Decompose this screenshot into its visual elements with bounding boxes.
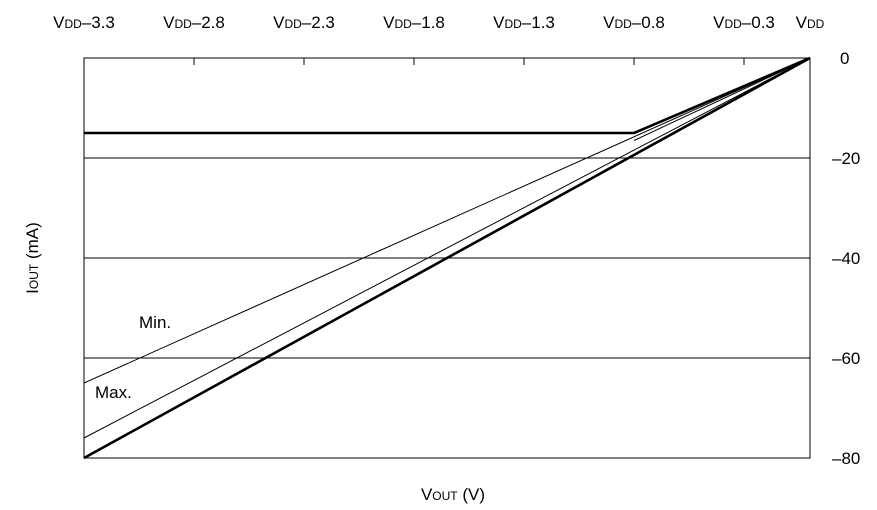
x-tick-label: VDD–0.8 <box>603 13 665 32</box>
x-tick-label: VDD–2.3 <box>273 13 335 32</box>
series-line-4 <box>633 57 811 141</box>
y-tick-label: 0 <box>840 49 849 68</box>
series-line-3 <box>84 56 811 135</box>
series-label: Max. <box>95 383 132 402</box>
y-axis-title: IOUT (mA) <box>23 222 42 294</box>
plot-frame <box>83 57 811 459</box>
y-tick-label: –40 <box>832 249 860 268</box>
x-tick-labels: VDD–3.3 VDD–2.8 VDD–2.3 VDD–1.8 VDD–1.3 VDD–0… <box>53 13 825 32</box>
series-lines <box>83 56 811 460</box>
x-tick-label: VDD–3.3 <box>53 13 115 32</box>
series-label: Min. <box>139 313 171 332</box>
x-tick-label: VDD–1.3 <box>493 13 555 32</box>
series-line-2 <box>83 56 811 460</box>
series-annotations: Min. Max. <box>95 313 171 402</box>
y-tick-labels: 0 –20 –40 –60 –80 <box>832 49 860 468</box>
x-tick-label: VDD–2.8 <box>163 13 225 32</box>
x-tick-label: VDD–0.3 <box>713 13 775 32</box>
x-tick-label: VDD–1.8 <box>383 13 445 32</box>
x-tick-label: VDD <box>796 13 825 32</box>
series-line-1 <box>83 57 811 439</box>
x-tick-marks <box>193 58 745 65</box>
series-line-0 <box>83 57 811 384</box>
x-axis-title: VOUT (V) <box>421 485 485 504</box>
y-tick-label: –20 <box>832 149 860 168</box>
y-tick-label: –60 <box>832 349 860 368</box>
y-tick-label: –80 <box>832 449 860 468</box>
